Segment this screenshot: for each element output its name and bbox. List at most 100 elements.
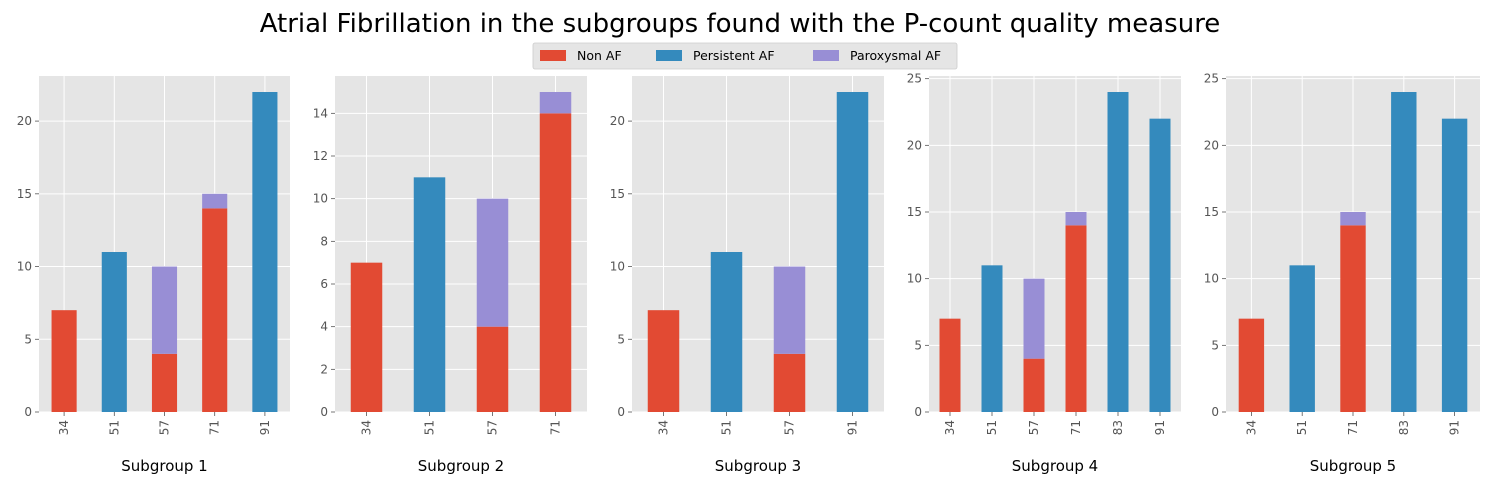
x-tick-label: 71 bbox=[208, 420, 222, 435]
y-tick-label: 0 bbox=[24, 405, 32, 419]
bar-persistent-af-51 bbox=[1289, 265, 1315, 412]
bar-persistent-af-83 bbox=[1107, 92, 1129, 412]
bar-paroxysmal-af-57 bbox=[773, 266, 806, 354]
legend-swatch-paroxysmal-af bbox=[813, 50, 839, 61]
bar-paroxysmal-af-57 bbox=[1023, 278, 1045, 359]
y-tick-label: 15 bbox=[907, 205, 922, 219]
y-tick-label: 10 bbox=[907, 272, 922, 286]
x-tick-label: 34 bbox=[657, 420, 671, 435]
bar-paroxysmal-af-71 bbox=[1340, 212, 1366, 226]
x-axis-label: Subgroup 3 bbox=[715, 457, 801, 475]
y-tick-label: 0 bbox=[914, 405, 922, 419]
bar-non-af-71 bbox=[539, 113, 572, 412]
x-tick-label: 83 bbox=[1111, 420, 1125, 435]
x-tick-label: 57 bbox=[486, 420, 500, 435]
legend-swatch-non-af bbox=[540, 50, 566, 61]
y-tick-label: 6 bbox=[320, 277, 328, 291]
x-tick-label: 91 bbox=[258, 420, 272, 435]
bar-non-af-57 bbox=[1023, 358, 1045, 412]
y-tick-label: 14 bbox=[313, 106, 328, 120]
x-tick-label: 91 bbox=[1153, 420, 1167, 435]
y-tick-label: 10 bbox=[1204, 272, 1219, 286]
bar-non-af-34 bbox=[51, 310, 77, 412]
x-tick-label: 57 bbox=[158, 420, 172, 435]
bar-non-af-57 bbox=[151, 353, 178, 412]
legend-label-persistent-af: Persistent AF bbox=[693, 48, 775, 63]
bar-non-af-34 bbox=[939, 318, 961, 412]
y-tick-label: 25 bbox=[1204, 72, 1219, 86]
y-tick-label: 10 bbox=[610, 260, 625, 274]
x-tick-label: 34 bbox=[1244, 420, 1258, 435]
bar-persistent-af-51 bbox=[413, 177, 446, 412]
chart-title: Atrial Fibrillation in the subgroups fou… bbox=[260, 9, 1221, 39]
legend-label-paroxysmal-af: Paroxysmal AF bbox=[850, 48, 941, 63]
y-tick-label: 5 bbox=[914, 338, 922, 352]
bar-non-af-34 bbox=[647, 310, 680, 412]
bar-non-af-71 bbox=[202, 208, 228, 412]
bar-persistent-af-83 bbox=[1391, 92, 1417, 412]
x-tick-label: 91 bbox=[1448, 420, 1462, 435]
x-tick-label: 57 bbox=[1027, 420, 1041, 435]
legend-swatch-persistent-af bbox=[656, 50, 682, 61]
bar-persistent-af-91 bbox=[252, 92, 278, 412]
y-tick-label: 15 bbox=[610, 187, 625, 201]
x-tick-label: 71 bbox=[1069, 420, 1083, 435]
bar-non-af-34 bbox=[350, 262, 383, 412]
y-tick-label: 0 bbox=[617, 405, 625, 419]
x-tick-label: 34 bbox=[943, 420, 957, 435]
x-axis-label: Subgroup 5 bbox=[1310, 457, 1396, 475]
bar-persistent-af-51 bbox=[101, 252, 127, 412]
legend-frame bbox=[532, 42, 958, 70]
bar-non-af-57 bbox=[773, 353, 806, 412]
y-tick-label: 15 bbox=[17, 187, 32, 201]
bar-non-af-71 bbox=[1065, 225, 1087, 412]
x-tick-label: 51 bbox=[985, 420, 999, 435]
x-tick-label: 71 bbox=[549, 420, 563, 435]
x-tick-label: 71 bbox=[1346, 420, 1360, 435]
bar-non-af-34 bbox=[1238, 318, 1265, 412]
bar-paroxysmal-af-71 bbox=[539, 92, 572, 114]
x-tick-label: 91 bbox=[846, 420, 860, 435]
subplot-4: 0 5 10 15 20 25 34 51 57 71 83 91 Subgroup 4 bbox=[907, 72, 1181, 475]
y-tick-label: 25 bbox=[907, 72, 922, 86]
bar-paroxysmal-af-71 bbox=[1065, 212, 1087, 226]
bar-persistent-af-51 bbox=[710, 252, 743, 412]
x-tick-label: 51 bbox=[1295, 420, 1309, 435]
bar-persistent-af-91 bbox=[836, 92, 869, 412]
bar-non-af-71 bbox=[1340, 225, 1366, 412]
y-tick-label: 10 bbox=[313, 192, 328, 206]
y-tick-label: 5 bbox=[24, 332, 32, 346]
y-tick-label: 10 bbox=[17, 260, 32, 274]
y-tick-label: 20 bbox=[610, 114, 625, 128]
bar-paroxysmal-af-57 bbox=[476, 198, 509, 327]
legend: Non AF Persistent AF Paroxysmal AF bbox=[532, 42, 958, 70]
legend-label-non-af: Non AF bbox=[577, 48, 622, 63]
x-axis-label: Subgroup 1 bbox=[121, 457, 207, 475]
bar-persistent-af-91 bbox=[1441, 118, 1468, 413]
bar-non-af-57 bbox=[476, 326, 509, 412]
y-tick-label: 20 bbox=[907, 138, 922, 152]
bar-paroxysmal-af-71 bbox=[202, 193, 228, 209]
x-tick-label: 83 bbox=[1397, 420, 1411, 435]
y-tick-label: 5 bbox=[1211, 338, 1219, 352]
y-tick-label: 12 bbox=[313, 149, 328, 163]
plot-area bbox=[929, 76, 1181, 412]
x-tick-label: 57 bbox=[783, 420, 797, 435]
x-tick-label: 34 bbox=[360, 420, 374, 435]
subplot-2: 0 2 4 6 8 10 12 14 34 51 57 71 Subgroup 2 bbox=[313, 76, 587, 475]
x-tick-label: 34 bbox=[57, 420, 71, 435]
x-tick-label: 51 bbox=[720, 420, 734, 435]
x-tick-label: 51 bbox=[423, 420, 437, 435]
y-tick-label: 5 bbox=[617, 332, 625, 346]
subplot-1: 0 5 10 15 20 34 51 57 71 91 Subgroup 1 bbox=[17, 76, 290, 475]
bar-paroxysmal-af-57 bbox=[151, 266, 178, 354]
y-tick-label: 8 bbox=[320, 234, 328, 248]
y-tick-label: 0 bbox=[1211, 405, 1219, 419]
y-tick-label: 4 bbox=[320, 320, 328, 334]
y-tick-label: 2 bbox=[320, 362, 328, 376]
y-tick-label: 15 bbox=[1204, 205, 1219, 219]
subplot-5: 0 5 10 15 20 25 34 51 71 83 91 Subgroup 5 bbox=[1204, 72, 1480, 475]
y-tick-label: 20 bbox=[17, 114, 32, 128]
